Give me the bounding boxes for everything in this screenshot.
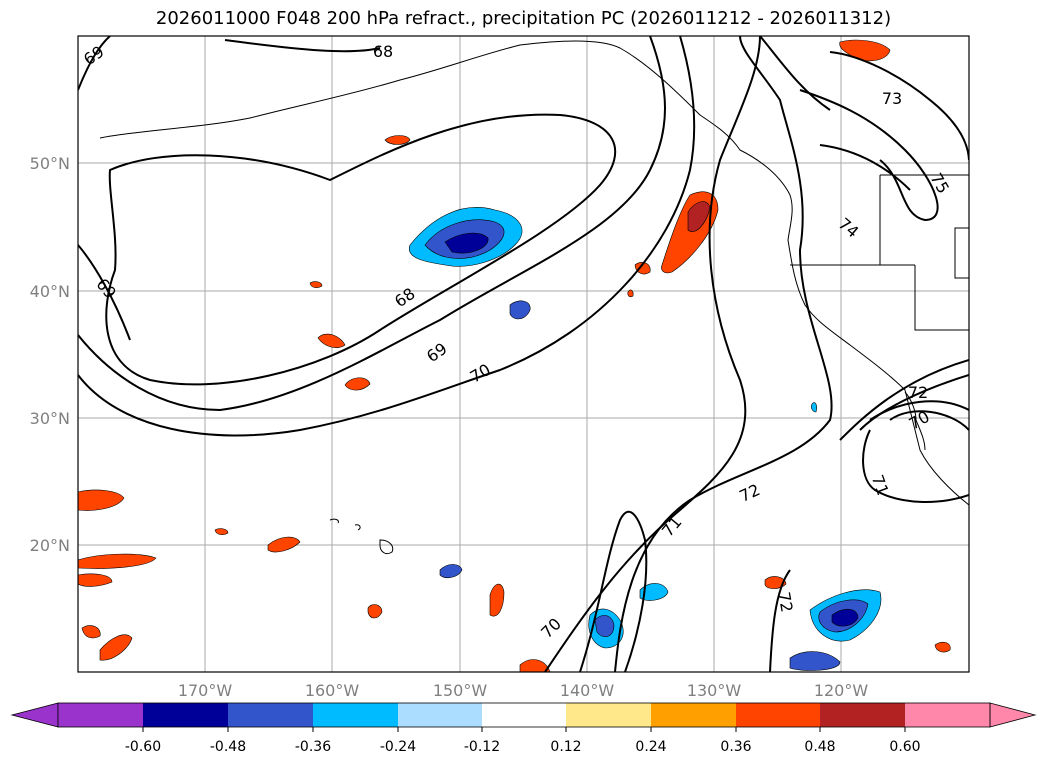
colorbar-label: 0.36 — [720, 739, 751, 755]
gridlines — [78, 36, 969, 672]
colorbar-segment — [736, 703, 820, 727]
colorbar-label: -0.60 — [125, 739, 161, 755]
colorbar-extend-min — [10, 702, 59, 728]
colorbar-segment — [651, 703, 736, 727]
colorbar-frame — [57, 702, 991, 728]
colorbar-segment — [482, 703, 566, 727]
contour-label: 68 — [373, 42, 393, 61]
precip-negative-areas — [408, 207, 882, 671]
colorbar-segment — [905, 703, 990, 727]
colorbar-label: 0.48 — [804, 739, 835, 755]
colorbar-label: 0.60 — [889, 739, 920, 755]
contour-label: 73 — [882, 89, 902, 108]
refractivity-contours — [78, 36, 969, 672]
lon-label-170w: 170°W — [178, 681, 233, 700]
colorbar-label: 0.12 — [550, 739, 581, 755]
colorbar-label: -0.48 — [210, 739, 246, 755]
colorbar-segment — [313, 703, 398, 727]
colorbar — [10, 702, 1037, 728]
colorbar-segment — [398, 703, 482, 727]
colorbar-segment — [58, 703, 143, 727]
lat-label-40n: 40°N — [30, 282, 70, 301]
lon-label-150w: 150°W — [433, 681, 488, 700]
colorbar-tick-labels: -0.60 -0.48 -0.36 -0.24 -0.12 0.12 0.24 … — [125, 739, 921, 755]
lat-label-30n: 30°N — [30, 409, 70, 428]
colorbar-label: -0.36 — [295, 739, 331, 755]
precip-positive-areas — [78, 39, 951, 672]
colorbar-extend-max — [989, 702, 1037, 728]
coastlines — [99, 40, 969, 555]
lat-label-20n: 20°N — [30, 536, 70, 555]
colorbar-segment — [228, 703, 313, 727]
lon-label-120w: 120°W — [814, 681, 869, 700]
colorbar-segment — [820, 703, 905, 727]
lat-label-50n: 50°N — [30, 154, 70, 173]
colorbar-segment — [566, 703, 651, 727]
latitude-labels: 50°N 40°N 30°N 20°N — [30, 154, 70, 555]
contour-label: 72 — [774, 590, 796, 613]
longitude-labels: 170°W 160°W 150°W 140°W 130°W 120°W — [178, 681, 869, 700]
lon-label-160w: 160°W — [305, 681, 360, 700]
colorbar-segment — [143, 703, 228, 727]
plot-area — [78, 36, 969, 672]
contour-label: 72 — [908, 383, 928, 402]
colorbar-label: -0.12 — [464, 739, 500, 755]
colorbar-label: 0.24 — [635, 739, 666, 755]
colorbar-label: -0.24 — [380, 739, 416, 755]
map-frame — [77, 35, 970, 673]
lon-label-140w: 140°W — [560, 681, 615, 700]
lon-label-130w: 130°W — [687, 681, 742, 700]
colorbar-ticks — [142, 727, 906, 732]
map-title: 2026011000 F048 200 hPa refract., precip… — [155, 8, 892, 29]
